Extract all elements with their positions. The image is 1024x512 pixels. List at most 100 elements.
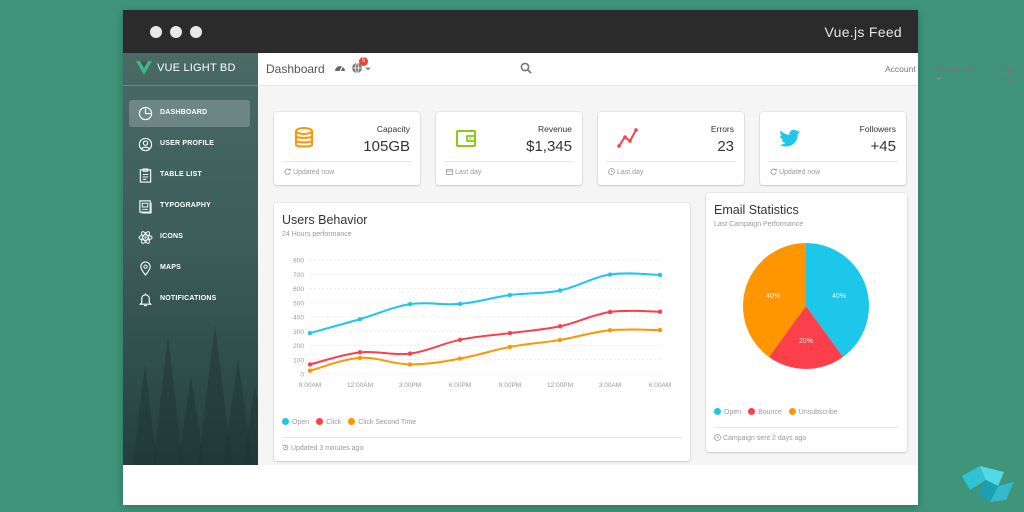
database-icon <box>295 127 313 148</box>
card-divider <box>768 161 898 162</box>
data-point <box>607 309 613 315</box>
notification-badge: 5 <box>359 57 368 66</box>
brand-corner-logo-icon <box>962 466 1014 502</box>
stat-value: 23 <box>717 138 734 155</box>
card-divider <box>282 437 682 438</box>
sidebar-item-user-profile[interactable]: USER PROFILE <box>129 131 250 158</box>
data-point <box>657 272 663 278</box>
logout-link[interactable]: Log out <box>1000 64 1015 84</box>
pie-slice-label: 20% <box>799 338 813 345</box>
pie-slice-label: 40% <box>766 293 780 300</box>
stat-card-capacity: Capacity 105GB Updated now <box>274 112 420 185</box>
legend-item-click: Click <box>316 418 341 426</box>
data-point <box>407 351 413 356</box>
bell-icon <box>138 293 153 307</box>
x-tick-label: 6:00AM <box>649 382 671 389</box>
data-point <box>507 330 513 336</box>
stat-footer-text: Last day <box>616 169 644 176</box>
data-point <box>507 292 513 298</box>
user-circle-icon <box>138 137 153 152</box>
stat-footer: Updated now <box>770 168 820 176</box>
card-footer-text: Campaign sent 2 days ago <box>722 435 807 442</box>
x-tick-label: 3:00AM <box>599 382 621 389</box>
sidebar: VUE LIGHT BD DASHBOARD USER PROFILE T <box>123 53 258 465</box>
dropdown-link-label: Dropdown <box>935 64 974 74</box>
dashboard-gauge-icon[interactable] <box>334 62 346 74</box>
card-title: Email Statistics <box>714 203 799 217</box>
page-title[interactable]: Dashboard <box>266 62 325 76</box>
sidebar-background <box>123 245 258 465</box>
users-behavior-card: Users Behavior 24 Hours performance 0 100… <box>274 203 690 461</box>
legend-label: Open <box>724 409 742 416</box>
pie-chart-icon <box>138 106 153 121</box>
x-tick-label: 9:00AM <box>299 382 321 389</box>
brand-name: VUE LIGHT BD <box>157 62 236 74</box>
pie-slice-bounce <box>768 306 844 369</box>
card-footer-text: Updated 3 minutes ago <box>290 445 364 452</box>
stat-footer: Last day <box>446 168 481 176</box>
sidebar-item-notifications[interactable]: NOTIFICATIONS <box>129 286 250 313</box>
caret-down-icon[interactable] <box>365 66 371 72</box>
wallet-icon <box>456 130 476 147</box>
forest-background-icon <box>133 325 258 465</box>
sidebar-item-label: TYPOGRAPHY <box>160 202 212 209</box>
data-point <box>557 337 563 343</box>
legend-dot <box>348 418 356 425</box>
window-maximize-dot[interactable] <box>190 26 202 38</box>
globe-icon[interactable] <box>351 62 363 74</box>
pie-chart-legend: Open Bounce Unsubscribe <box>714 408 843 416</box>
data-point <box>407 362 413 367</box>
data-point <box>357 316 363 322</box>
x-tick-label: 6:00PM <box>449 382 471 389</box>
dropdown-menu-link[interactable]: Dropdown <box>935 64 974 84</box>
window-titlebar: Vue.js Feed <box>123 10 918 53</box>
stat-card-followers: Followers +45 Updated now <box>760 112 906 185</box>
data-point <box>357 355 363 361</box>
search-icon[interactable] <box>520 62 532 74</box>
card-divider <box>282 161 412 162</box>
data-point <box>607 272 613 277</box>
sidebar-brand[interactable]: VUE LIGHT BD <box>123 53 258 86</box>
legend-item-open: Open <box>282 418 309 426</box>
y-tick-label: 500 <box>293 300 304 307</box>
email-statistics-pie-chart: 40% 20% 40% <box>743 243 869 369</box>
card-divider <box>444 161 574 162</box>
sidebar-item-typography[interactable]: TYPOGRAPHY <box>129 193 250 220</box>
caret-down-icon <box>936 77 942 81</box>
stat-value: 105GB <box>363 138 410 155</box>
window-minimize-dot[interactable] <box>170 26 182 38</box>
sidebar-item-label: DASHBOARD <box>160 109 208 116</box>
refresh-icon <box>770 168 777 175</box>
account-link[interactable]: Account <box>885 64 916 74</box>
card-divider <box>714 427 899 428</box>
vue-logo-icon <box>136 61 152 75</box>
pulse-icon <box>617 128 638 148</box>
history-icon <box>282 444 289 451</box>
sidebar-item-table-list[interactable]: TABLE LIST <box>129 162 250 189</box>
data-point <box>357 350 363 355</box>
stat-footer: Updated now <box>284 168 334 176</box>
sidebar-item-label: USER PROFILE <box>160 140 215 147</box>
legend-item-unsubscribe: Unsubscribe <box>788 408 838 416</box>
data-point <box>557 288 563 293</box>
stat-label: Revenue <box>537 124 572 134</box>
window-title: Vue.js Feed <box>824 24 902 40</box>
sidebar-item-maps[interactable]: MAPS <box>129 255 250 282</box>
data-point <box>307 368 313 373</box>
pie-slice-label: 40% <box>832 293 846 300</box>
y-tick-label: 0 <box>300 372 304 379</box>
stat-card-revenue: Revenue $1,345 Last day <box>436 112 582 185</box>
sidebar-item-icons[interactable]: ICONS <box>129 224 250 251</box>
sidebar-item-dashboard[interactable]: DASHBOARD <box>129 100 250 127</box>
twitter-icon <box>779 129 800 147</box>
series-line-click <box>309 309 661 366</box>
data-point <box>457 356 463 361</box>
legend-dot <box>282 418 289 425</box>
sidebar-item-label: ICONS <box>160 233 184 240</box>
stat-footer-text: Last day <box>454 169 482 176</box>
email-statistics-card-main: Email Statistics Last Campaign Performan… <box>706 193 907 452</box>
data-point <box>507 344 513 350</box>
card-subtitle: Last Campaign Performance <box>714 221 804 228</box>
window-close-dot[interactable] <box>150 26 162 38</box>
legend-item-bounce: Bounce <box>748 408 782 416</box>
